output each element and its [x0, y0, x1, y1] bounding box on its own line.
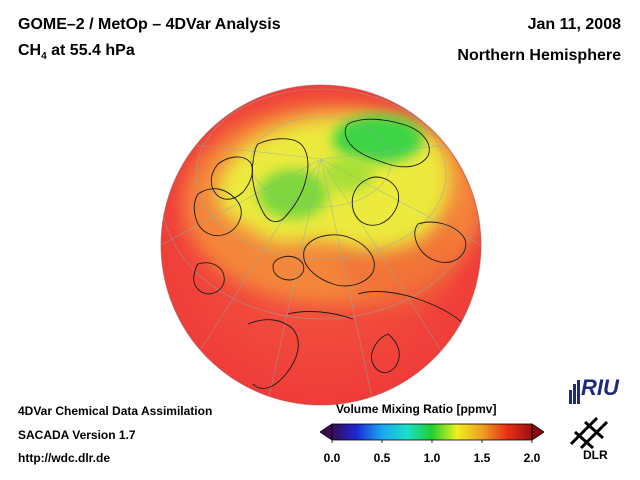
riu-logo: RIU — [567, 374, 627, 404]
footer-version: SACADA Version 1.7 — [18, 428, 136, 442]
analysis-date: Jan 11, 2008 — [527, 16, 621, 33]
field-low-arctic — [323, 156, 373, 192]
graticule — [161, 85, 481, 405]
footer-assimilation: 4DVar Chemical Data Assimilation — [18, 404, 213, 418]
pressure-level: at 55.4 hPa — [46, 42, 135, 59]
colorbar-tick-label: 1.0 — [423, 451, 441, 465]
colorbar-tick-label: 1.5 — [473, 451, 491, 465]
map-title: GOME–2 / MetOp – 4DVar Analysis — [18, 16, 281, 33]
colorbar-gradient — [331, 423, 533, 441]
colorbar-max-arrow — [531, 423, 544, 441]
colorbar-tick-label: 0.5 — [373, 451, 391, 465]
field-low-north — [333, 115, 423, 163]
hemisphere-label: Northern Hemisphere — [457, 47, 621, 64]
globe-outline — [160, 84, 482, 406]
dlr-logo-emblem-icon — [569, 416, 609, 450]
colorbar-title: Volume Mixing Ratio [ppmv] — [336, 402, 497, 416]
footer-url[interactable]: http://wdc.dlr.de — [18, 451, 110, 465]
field-low-greenland — [258, 169, 328, 219]
dlr-logo: DLR — [563, 414, 627, 466]
species-level-label: CH4 at 55.4 hPa — [18, 42, 135, 62]
riu-logo-text: RIU — [581, 375, 619, 400]
colorbar-tick-label: 0.0 — [323, 451, 341, 465]
dlr-logo-text: DLR — [583, 448, 608, 462]
colorbar — [320, 423, 544, 443]
riu-logo-bars-icon — [569, 380, 580, 404]
globe-map — [160, 84, 482, 406]
species-subscript: 4 — [41, 51, 47, 63]
colorbar-tick-label: 2.0 — [523, 451, 541, 465]
species-name: CH — [18, 42, 42, 59]
coastlines — [193, 118, 469, 389]
colorbar-min-arrow — [320, 423, 333, 441]
